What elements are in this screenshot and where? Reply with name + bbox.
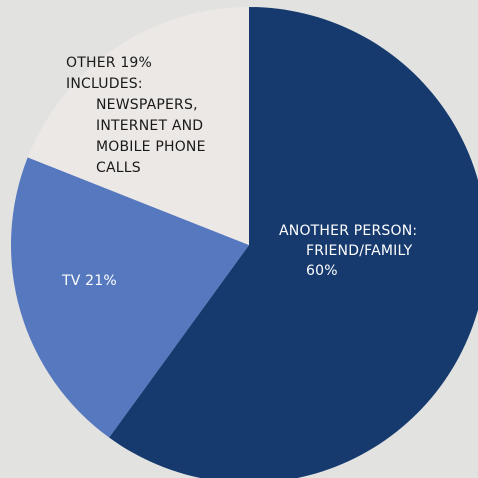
pie-slices: [10, 7, 478, 478]
slice-label-line: TV 21%: [61, 273, 117, 289]
slice-label-line: CALLS: [96, 160, 141, 176]
pie-slice-other: [27, 7, 250, 245]
slice-label-other: OTHER 19% INCLUDES: NEWSPAPERS, INTERNET AN…: [66, 55, 206, 176]
pie-slice-another-person: [109, 7, 478, 478]
slice-label-tv: TV 21%: [61, 273, 117, 289]
slice-label-line: 60%: [306, 263, 338, 279]
slice-label-line: ANOTHER PERSON:: [279, 223, 417, 239]
pie-labels: ANOTHER PERSON: FRIEND/FAMILY 60% TV 21% OTH…: [61, 55, 417, 289]
slice-label-line: OTHER 19%: [66, 55, 152, 71]
slice-label-line: NEWSPAPERS,: [96, 97, 198, 113]
slice-label-line: FRIEND/FAMILY: [306, 243, 413, 259]
slice-label-another-person: ANOTHER PERSON: FRIEND/FAMILY 60%: [279, 223, 417, 279]
slice-label-line: MOBILE PHONE: [96, 139, 206, 155]
pie-slice-tv: [10, 157, 250, 438]
slice-label-line: INCLUDES:: [66, 76, 143, 92]
slice-label-line: INTERNET AND: [96, 118, 203, 134]
